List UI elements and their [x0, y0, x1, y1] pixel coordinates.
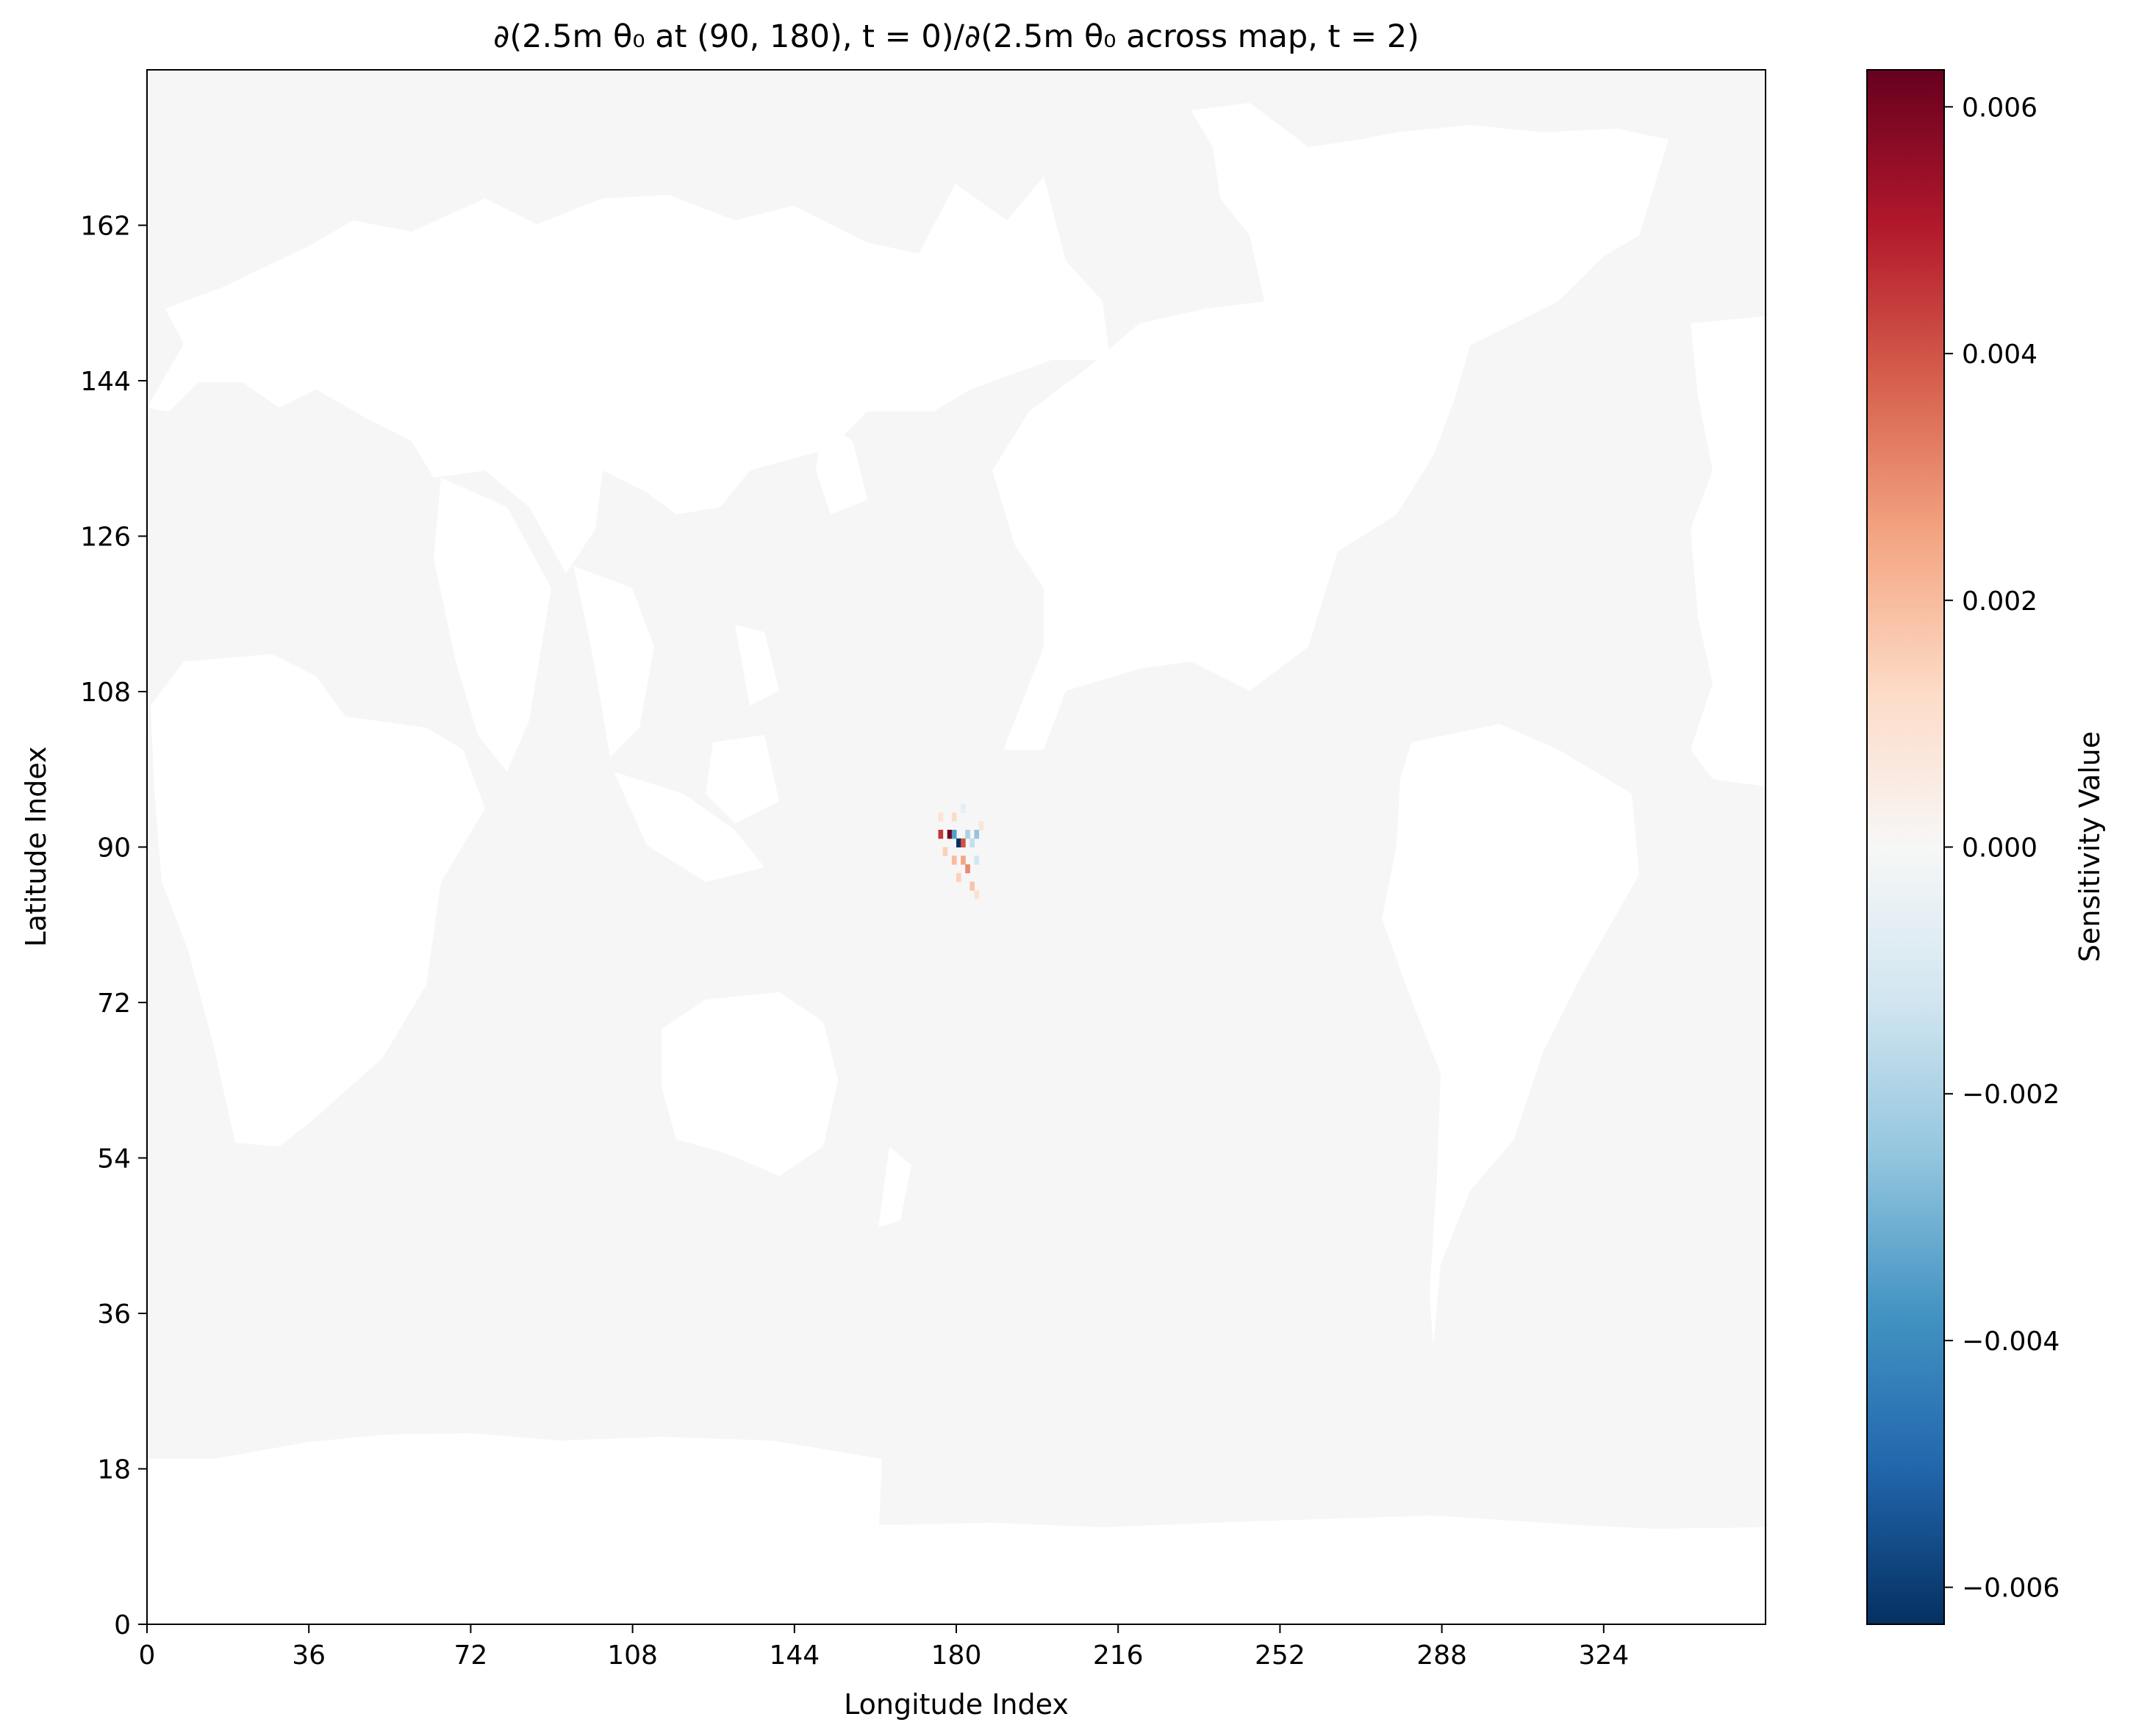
hotspot-cell	[938, 812, 944, 822]
land-australia	[662, 992, 838, 1176]
land-africa	[151, 654, 485, 1147]
land-philippines	[735, 625, 779, 706]
x-tick-label: 288	[1416, 1640, 1467, 1671]
x-axis-ticks: 0 36 72 108 144 180 216 252 288 324	[139, 1624, 1629, 1671]
land-indonesia	[614, 772, 764, 882]
hotspot-cell	[961, 803, 966, 813]
y-tick-label: 126	[80, 523, 131, 553]
colorbar-label: Sensitivity Value	[2074, 731, 2106, 962]
hotspot-cells	[938, 803, 984, 900]
hotspot-cell	[974, 856, 980, 865]
y-tick-label: 108	[80, 678, 131, 708]
hotspot-cell	[970, 838, 975, 847]
hotspot-cell	[965, 830, 970, 839]
x-tick-label: 144	[769, 1640, 820, 1671]
x-tick-label: 0	[139, 1640, 156, 1671]
x-tick-label: 36	[292, 1640, 326, 1671]
hotspot-cell	[951, 812, 957, 822]
hotspot-cell	[956, 872, 961, 882]
colorbar-tick-label: −0.004	[1962, 1327, 2060, 1357]
land-madagascar	[345, 966, 371, 1051]
hotspot-cell	[951, 830, 957, 839]
y-axis-label: Latitude Index	[20, 746, 52, 947]
x-tick-label: 252	[1255, 1640, 1305, 1671]
colorbar-tick-label: −0.002	[1962, 1080, 2060, 1110]
y-tick-label: 0	[114, 1610, 131, 1640]
y-tick-label: 72	[97, 989, 131, 1019]
hotspot-cell	[956, 838, 961, 847]
y-tick-label: 36	[97, 1299, 131, 1330]
x-tick-label: 216	[1093, 1640, 1144, 1671]
hotspot-cell	[951, 856, 957, 865]
hotspot-cell	[965, 864, 970, 874]
hotspot-cell	[938, 830, 944, 839]
y-tick-label: 162	[80, 212, 131, 242]
land-new-zealand	[878, 1147, 911, 1227]
hotspot-cell	[942, 847, 948, 856]
y-axis-ticks: 0 18 36 54 72 90 108 126 144 162	[80, 212, 147, 1640]
land-borneo	[706, 735, 779, 823]
x-tick-label: 108	[607, 1640, 658, 1671]
hotspot-cell	[974, 830, 980, 839]
y-tick-label: 54	[97, 1144, 131, 1174]
chart-title: ∂(2.5m θ₀ at (90, 180), t = 0)/∂(2.5m θ₀…	[493, 18, 1419, 55]
hotspot-cell	[947, 830, 953, 839]
hotspot-cell	[978, 821, 984, 831]
y-tick-label: 144	[80, 367, 131, 397]
land-north-america	[992, 103, 1669, 750]
colorbar-tick-label: 0.004	[1962, 340, 2038, 370]
colorbar-tick-label: 0.006	[1962, 93, 2038, 123]
hotspot-cell	[961, 856, 966, 865]
land-antarctica	[147, 1433, 1766, 1624]
colorbar-gradient	[1866, 69, 1945, 1625]
land-southeast-asia	[573, 566, 654, 757]
land-eastern-europe-fragment	[1691, 316, 1766, 786]
hotspot-cell	[961, 838, 966, 847]
x-tick-label: 72	[454, 1640, 487, 1671]
x-tick-label: 324	[1578, 1640, 1629, 1671]
land-india	[434, 478, 551, 772]
colorbar-tick-label: 0.000	[1962, 833, 2038, 864]
plot-area	[146, 69, 1766, 1625]
colorbar-ticks: −0.006 −0.004 −0.002 0.000 0.002 0.004 0.006	[1944, 93, 2060, 1604]
colorbar-tick-label: −0.006	[1962, 1574, 2060, 1604]
colorbar-tick-label: 0.002	[1962, 587, 2038, 617]
colorbar: −0.006 −0.004 −0.002 0.000 0.002 0.004 0.006 S…	[1866, 69, 2106, 1625]
land-south-america	[1382, 724, 1639, 1345]
land-masses	[147, 103, 1766, 1624]
hotspot-cell	[974, 890, 980, 900]
y-tick-label: 90	[97, 833, 131, 864]
y-tick-label: 18	[97, 1455, 131, 1485]
x-axis-label: Longitude Index	[844, 1688, 1069, 1721]
hotspot-cell	[970, 881, 975, 891]
land-japan	[816, 419, 867, 514]
land-eurasia	[147, 176, 1110, 573]
x-tick-label: 180	[931, 1640, 982, 1671]
